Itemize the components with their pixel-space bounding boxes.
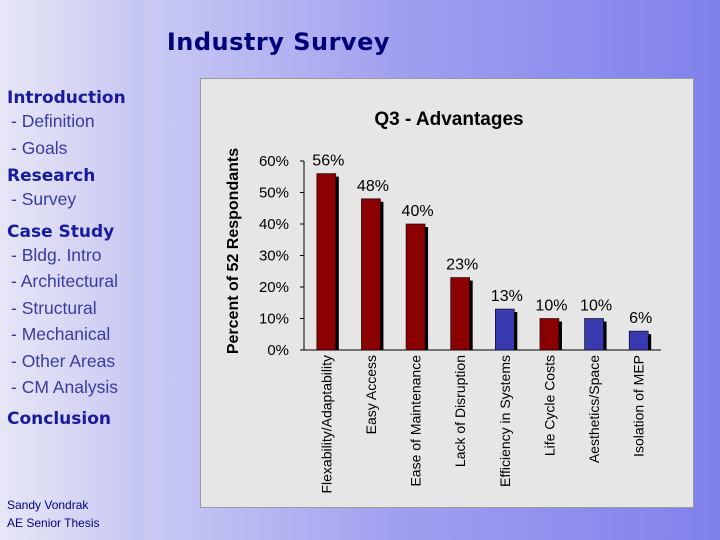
- y-tick-label: 10%: [259, 311, 289, 328]
- data-label: 13%: [491, 288, 523, 305]
- data-label: 40%: [402, 203, 434, 220]
- y-tick-label: 60%: [259, 153, 289, 170]
- nav-section-research[interactable]: Research: [7, 166, 96, 186]
- nav-item-cm-analysis[interactable]: - CM Analysis: [11, 377, 118, 397]
- data-label: 56%: [312, 153, 344, 170]
- y-tick-label: 0%: [267, 342, 289, 359]
- axes: 0% 10% 20% 30% 40% 50% 60%: [259, 153, 661, 359]
- slide-title: Industry Survey: [166, 28, 390, 56]
- sidebar: [0, 0, 144, 540]
- nav-section-introduction[interactable]: Introduction: [7, 88, 126, 108]
- footer-subtitle: AE Senior Thesis: [7, 516, 100, 530]
- bar: [361, 198, 381, 351]
- data-label: 48%: [357, 178, 389, 195]
- x-category-label: Life Cycle Costs: [541, 355, 557, 456]
- x-category-label: Efficiency in Systems: [497, 355, 513, 487]
- x-category-label: Ease of Maintenance: [408, 355, 424, 487]
- data-label: 10%: [535, 298, 567, 315]
- bar-chart: Q3 - Advantages Percent of 52 Respondant…: [225, 109, 661, 494]
- bar: [405, 223, 426, 351]
- data-label: 10%: [580, 298, 612, 315]
- bar: [584, 318, 604, 351]
- nav-item-other-areas[interactable]: - Other Areas: [11, 350, 116, 371]
- nav-item-bldg-intro[interactable]: - Bldg. Intro: [11, 244, 102, 265]
- nav-section-conclusion[interactable]: Conclusion: [7, 408, 111, 429]
- footer-author: Sandy Vondrak: [7, 498, 89, 512]
- bar: [539, 318, 560, 351]
- bar: [495, 308, 515, 351]
- y-tick-label: 50%: [259, 185, 289, 202]
- x-category-label: Aesthetics/Space: [586, 355, 602, 463]
- x-category-label: Isolation of MEP: [631, 355, 647, 457]
- x-category-label: Flexability/Adaptability: [318, 355, 334, 494]
- nav-item-architectural[interactable]: - Architectural: [11, 271, 118, 291]
- chart-panel: Q3 - Advantages Percent of 52 Respondant…: [200, 78, 694, 508]
- y-tick-label: 40%: [259, 216, 289, 233]
- footer: Sandy Vondrak AE Senior Thesis: [7, 496, 100, 532]
- x-category-label: Lack of Disruption: [452, 355, 468, 467]
- y-tick-label: 20%: [259, 279, 289, 296]
- nav-item-structural[interactable]: - Structural: [11, 297, 97, 318]
- nav-item-goals[interactable]: - Goals: [11, 137, 68, 158]
- bar: [450, 277, 470, 351]
- x-category-label: Easy Access: [363, 355, 379, 434]
- nav-item-definition[interactable]: - Definition: [11, 111, 95, 131]
- y-axis-label: Percent of 52 Respondants: [225, 148, 242, 354]
- data-label: 6%: [629, 310, 652, 327]
- bar: [628, 330, 649, 351]
- bar: [316, 173, 337, 351]
- chart-title: Q3 - Advantages: [374, 109, 523, 130]
- y-tick-label: 30%: [259, 248, 289, 265]
- nav-section-case-study[interactable]: Case Study: [7, 221, 115, 242]
- nav-outline: Introduction - Definition - Goals Resear…: [7, 88, 143, 429]
- nav-item-survey[interactable]: - Survey: [11, 189, 77, 209]
- data-label: 23%: [446, 257, 478, 274]
- bars: 56% Flexability/Adaptability 48% Easy Acces…: [312, 153, 652, 494]
- nav-item-mechanical[interactable]: - Mechanical: [11, 324, 111, 344]
